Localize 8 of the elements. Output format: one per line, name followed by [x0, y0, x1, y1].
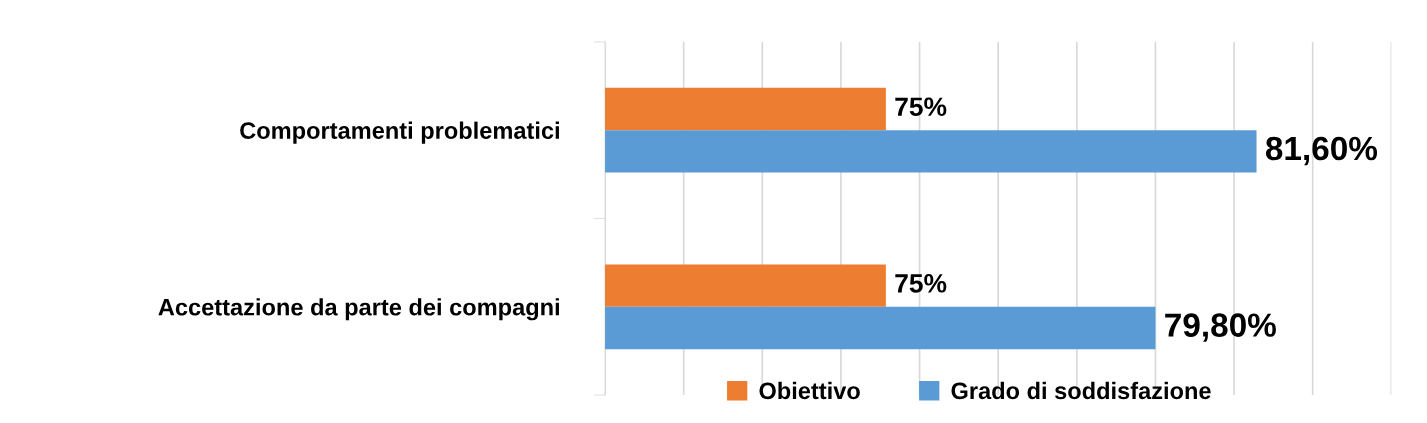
y-tick-label: Comportamenti problematici: [240, 121, 559, 144]
y-tick-label: Accettazione da parte dei compagni: [158, 298, 559, 321]
legend-label: Obiettivo: [759, 381, 860, 400]
data-label: 79,80%: [1165, 313, 1276, 342]
legend-label: Grado di soddisfazione: [951, 381, 1211, 400]
data-label: 75%: [895, 274, 947, 293]
data-label: 75%: [895, 97, 947, 117]
data-label: 81,60%: [1265, 136, 1378, 166]
